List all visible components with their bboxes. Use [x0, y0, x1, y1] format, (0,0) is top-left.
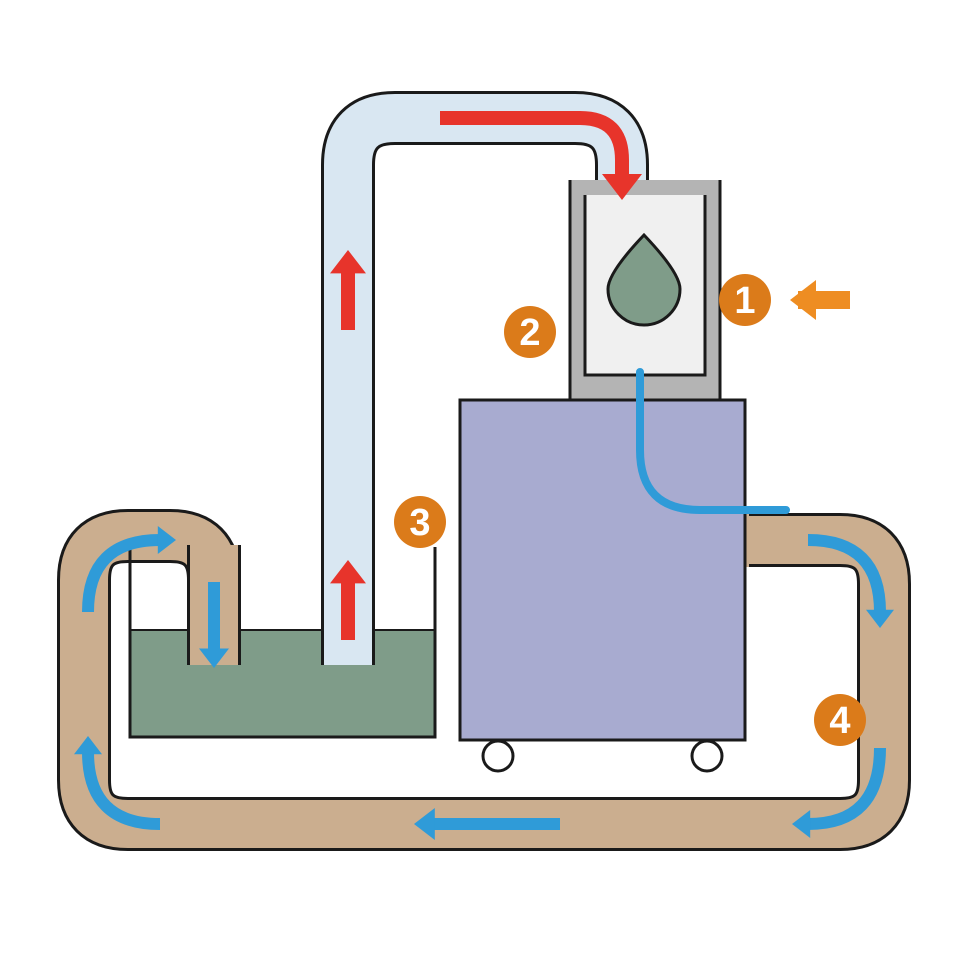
machine-wheel-2	[692, 741, 722, 771]
callout-4-label: 4	[829, 700, 850, 742]
machine-wheel-1	[483, 741, 513, 771]
process-flow-diagram: 1 2 3 4	[0, 0, 960, 960]
callout-3-label: 3	[409, 502, 430, 544]
tank-liquid	[130, 630, 435, 737]
callout-1-label: 1	[734, 280, 755, 322]
machine-body	[460, 400, 745, 740]
callout-2-label: 2	[519, 312, 540, 354]
